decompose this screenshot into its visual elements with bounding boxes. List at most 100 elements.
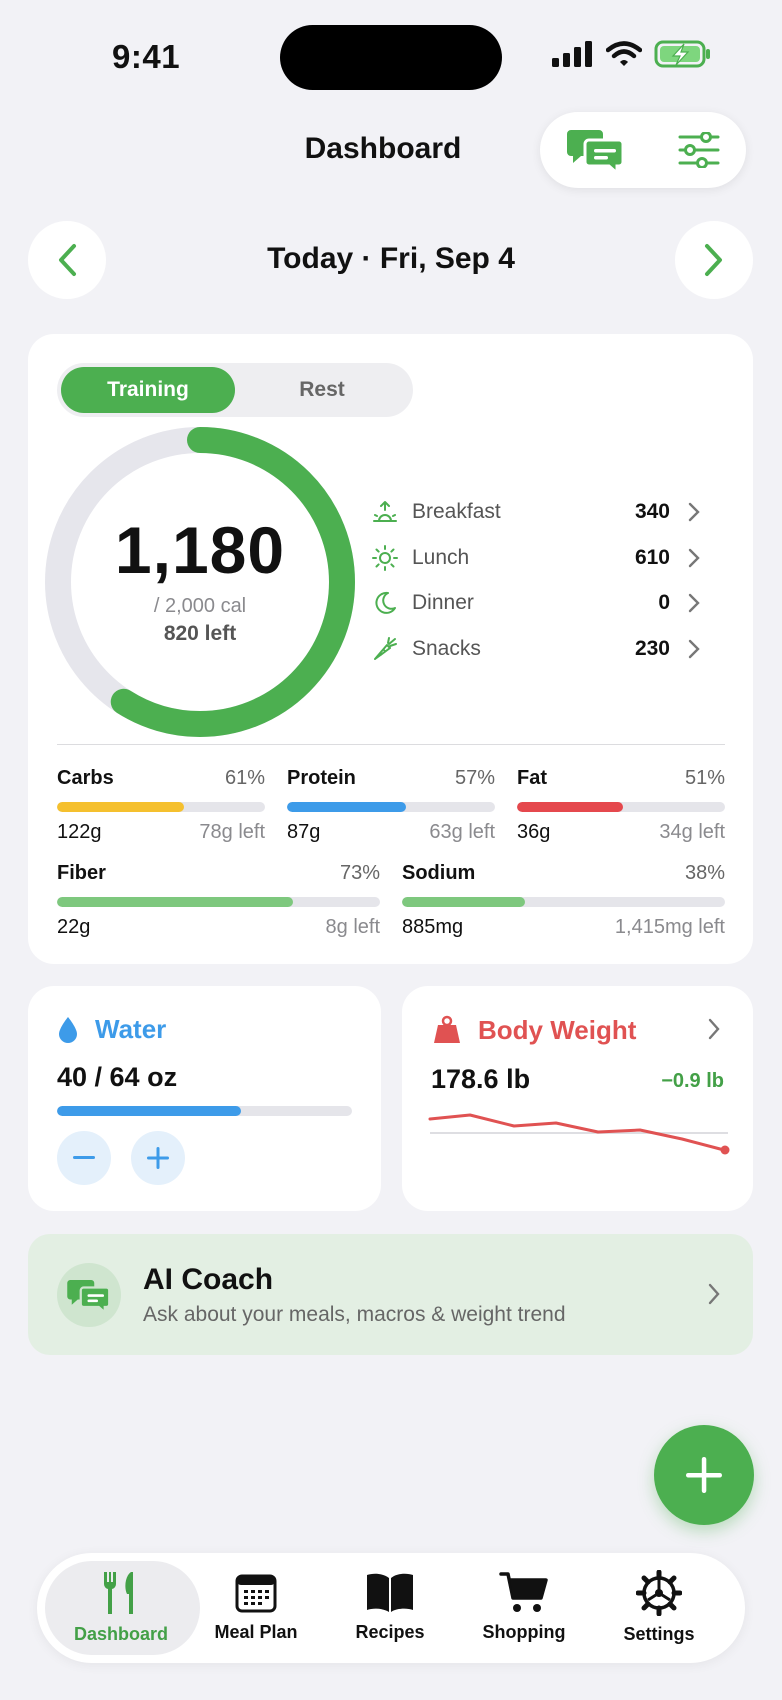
chevron-right-icon	[708, 1018, 720, 1040]
macro-value: 122g	[57, 821, 102, 843]
meal-row-snacks[interactable]: Snacks 230	[370, 629, 700, 669]
body-weight-title: Body Weight	[478, 1015, 637, 1045]
chevron-left-icon	[59, 244, 76, 276]
macro-track	[57, 897, 380, 907]
header-actions	[540, 112, 746, 188]
chevron-right-icon	[670, 593, 700, 613]
macro-percent: 57%	[454, 767, 495, 789]
chevron-right-icon	[670, 548, 700, 568]
macro-value: 36g	[517, 821, 551, 843]
tab-recipes[interactable]: Recipes	[322, 1570, 458, 1643]
calorie-ring	[45, 427, 355, 737]
macro-track	[517, 802, 725, 812]
macro-name: Fat	[517, 767, 547, 789]
ai-coach-title: AI Coach	[143, 1263, 274, 1296]
tab-shopping[interactable]: Shopping	[456, 1570, 592, 1643]
ai-coach-avatar	[57, 1263, 121, 1327]
meal-calories: 610	[634, 546, 670, 569]
tab-settings[interactable]: Settings	[591, 1570, 727, 1645]
macro-name: Fiber	[57, 862, 106, 884]
tab-label: Recipes	[355, 1622, 425, 1642]
macro-track	[402, 897, 725, 907]
meal-calories: 340	[634, 500, 670, 523]
rest-option[interactable]: Rest	[299, 378, 345, 401]
calories-left: 820 left	[163, 622, 237, 645]
tab-label: Settings	[623, 1624, 695, 1644]
ai-coach-card[interactable]	[28, 1234, 753, 1355]
status-icons	[552, 40, 712, 68]
calories-consumed: 1,180	[114, 513, 286, 587]
page-title: Dashboard	[0, 132, 782, 166]
sunrise-icon	[370, 499, 400, 525]
calorie-ring-progress	[45, 427, 355, 737]
gear-icon	[636, 1570, 682, 1616]
chevron-right-icon	[705, 244, 722, 276]
tab-label: Meal Plan	[214, 1622, 298, 1642]
ai-coach-subtitle: Ask about your meals, macros & weight tr…	[143, 1303, 566, 1326]
macro-fill	[402, 897, 525, 907]
cart-icon	[499, 1572, 548, 1612]
tab-dashboard[interactable]: Dashboard	[53, 1570, 189, 1645]
macro-remaining: 63g left	[429, 821, 495, 843]
meal-label: Breakfast	[412, 500, 501, 523]
macro-fill	[57, 802, 184, 812]
training-option[interactable]: Training	[61, 367, 235, 413]
water-amount: 40 / 64 oz	[57, 1062, 178, 1092]
chat-bubbles-icon	[67, 1280, 111, 1313]
tab-active-indicator	[45, 1561, 200, 1655]
minus-icon	[73, 1156, 95, 1159]
water-progress-fill	[57, 1106, 242, 1116]
macro-name: Protein	[287, 767, 356, 789]
macro-value: 885mg	[402, 916, 464, 938]
weight-trend-sparkline	[428, 1113, 730, 1155]
tab-meal-plan[interactable]: Meal Plan	[188, 1570, 324, 1643]
body-weight-card[interactable]	[402, 986, 753, 1211]
macro-name: Carbs	[57, 767, 114, 789]
status-time: 9:41	[112, 38, 181, 75]
macro-remaining: 1,415mg left	[614, 916, 725, 938]
macro-name: Sodium	[402, 862, 476, 884]
meal-row-dinner[interactable]: Dinner 0	[370, 583, 700, 623]
chat-bubbles-icon[interactable]	[566, 126, 625, 174]
macro-percent: 38%	[684, 862, 725, 884]
plus-icon	[686, 1457, 722, 1493]
previous-day-button[interactable]	[28, 221, 106, 299]
calendar-icon	[235, 1574, 277, 1613]
macro-track	[57, 802, 265, 812]
tab-label: Shopping	[482, 1622, 566, 1642]
macro-percent: 51%	[684, 767, 725, 789]
fork-knife-icon	[103, 1572, 133, 1614]
water-decrease-button[interactable]	[57, 1131, 111, 1185]
macro-remaining: 34g left	[659, 821, 725, 843]
card-divider	[57, 744, 725, 745]
macro-remaining: 8g left	[325, 916, 380, 938]
weight-icon	[434, 1015, 460, 1043]
macro-fill	[57, 897, 293, 907]
macro-value: 22g	[57, 916, 91, 938]
macro-fill	[517, 802, 624, 812]
battery-charging-icon	[654, 40, 710, 68]
dynamic-island	[280, 25, 502, 90]
meal-calories: 230	[634, 637, 670, 660]
macro-value: 87g	[287, 821, 321, 843]
meal-row-lunch[interactable]: Lunch 610	[370, 538, 700, 578]
water-increase-button[interactable]	[131, 1131, 185, 1185]
tab-label: Dashboard	[73, 1624, 169, 1644]
carrot-icon	[370, 636, 400, 662]
macro-percent: 73%	[339, 862, 380, 884]
chevron-right-icon	[708, 1283, 720, 1305]
meal-row-breakfast[interactable]: Breakfast 340	[370, 492, 700, 532]
chevron-right-icon	[670, 639, 700, 659]
body-weight-value: 178.6 lb	[431, 1064, 531, 1094]
meal-label: Snacks	[412, 637, 481, 660]
meal-label: Lunch	[412, 546, 470, 569]
meal-calories: 0	[658, 591, 670, 614]
add-entry-button[interactable]	[654, 1425, 754, 1525]
water-title: Water	[95, 1014, 167, 1044]
next-day-button[interactable]	[675, 221, 753, 299]
water-drop-icon	[59, 1017, 77, 1043]
moon-icon	[370, 591, 400, 615]
book-icon	[367, 1573, 413, 1612]
meal-label: Dinner	[412, 591, 474, 614]
sliders-icon[interactable]	[678, 132, 720, 168]
